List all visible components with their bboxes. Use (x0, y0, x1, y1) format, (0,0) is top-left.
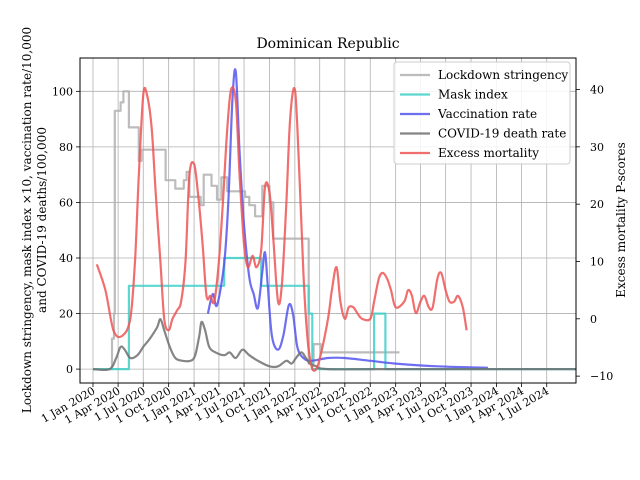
legend-label-vaccination-rate: Vaccination rate (437, 107, 537, 121)
left-tick-label: 100 (52, 85, 73, 98)
legend-label-lockdown-stringency: Lockdown stringency (438, 68, 568, 82)
excess-mortality-line (95, 86, 468, 372)
vaccination-rate-line (206, 68, 488, 369)
right-tick-label: 0 (590, 313, 597, 326)
left-tick-label: 0 (66, 363, 73, 376)
right-axis-label: Excess mortality P-scores (614, 142, 628, 297)
legend-label-covid-19-death-rate: COVID-19 death rate (438, 127, 566, 141)
left-tick-label: 40 (59, 252, 73, 265)
series-lines (92, 68, 576, 372)
left-axis-label-line-2: and COVID-19 deaths/100,000 (35, 127, 49, 313)
legend-label-excess-mortality: Excess mortality (438, 146, 539, 160)
right-tick-label: −10 (590, 370, 613, 383)
left-axis-label-line-1: Lockdown stringency, mask index ×10, vac… (20, 27, 34, 413)
mask-index-line (93, 256, 576, 371)
left-axis-ticks: 0 20 40 60 80 100 (52, 85, 80, 376)
right-tick-label: 40 (590, 84, 604, 97)
covid-19-death-rate-line (92, 318, 576, 372)
legend-box (393, 61, 571, 165)
left-tick-label: 60 (59, 196, 73, 209)
right-axis-ticks: −10 0 10 20 30 40 (576, 84, 613, 383)
legend: Lockdown stringency Mask index Vaccination… (393, 61, 571, 165)
plot-frame (79, 57, 577, 384)
right-tick-label: 20 (590, 198, 604, 211)
right-tick-label: 10 (590, 255, 604, 268)
legend-label-mask-index: Mask index (438, 88, 508, 102)
left-tick-label: 80 (59, 141, 73, 154)
chart-title: Dominican Republic (256, 36, 399, 52)
left-tick-label: 20 (59, 308, 73, 321)
right-tick-label: 30 (590, 141, 604, 154)
